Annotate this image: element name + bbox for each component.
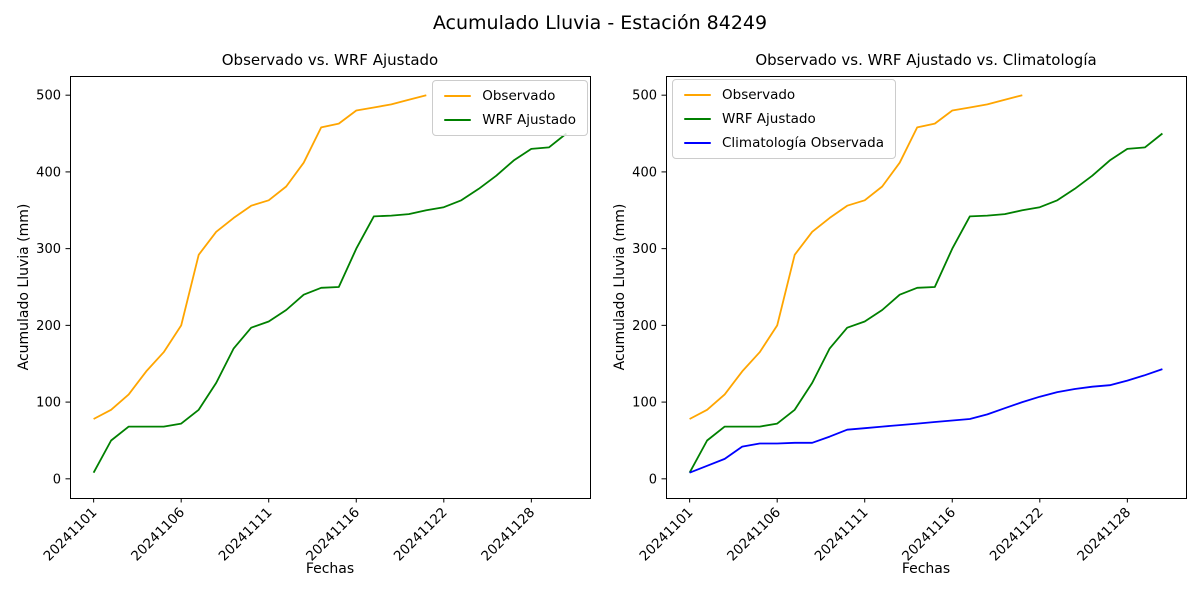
climatologia-line-swatch xyxy=(684,141,711,145)
x-tick-label: 20241128 xyxy=(1074,505,1134,565)
x-tick-label: 20241111 xyxy=(812,505,872,565)
right-subplot-title: Observado vs. WRF Ajustado vs. Climatolo… xyxy=(755,51,1097,69)
x-tick-label: 20241106 xyxy=(724,505,784,565)
right-x-axis-label: Fechas xyxy=(901,561,951,577)
left-y-axis-label: Acumulado Lluvia (mm) xyxy=(16,203,32,371)
legend-label-wrf-ajustado: WRF Ajustado xyxy=(722,111,816,127)
line-wrf-ajustado xyxy=(688,132,1163,474)
legend-label-observado: Observado xyxy=(482,88,556,104)
y-tick-label: 0 xyxy=(53,472,61,487)
y-tick-label: 0 xyxy=(649,472,657,487)
legend-entry: WRF Ajustado xyxy=(684,111,884,127)
y-tick-label: 400 xyxy=(632,165,657,180)
left-x-axis-label: Fechas xyxy=(305,561,355,577)
wrf-ajustado-line-swatch xyxy=(684,117,711,121)
y-tick-label: 500 xyxy=(632,89,657,104)
legend-entry: WRF Ajustado xyxy=(444,112,576,128)
observado-line-swatch xyxy=(684,93,711,97)
figure-title: Acumulado Lluvia - Estación 84249 xyxy=(432,12,768,34)
x-tick-label: 20241116 xyxy=(303,505,363,565)
legend-entry: Observado xyxy=(684,87,884,103)
y-tick-label: 300 xyxy=(632,242,657,257)
y-tick-label: 400 xyxy=(36,165,61,180)
legend-entry: Observado xyxy=(444,88,576,104)
legend-label-observado: Observado xyxy=(722,87,796,103)
x-tick-label: 20241106 xyxy=(128,505,188,565)
legend-entry: Climatología Observada xyxy=(684,135,884,151)
line-observado xyxy=(93,94,427,420)
x-tick-label: 20241101 xyxy=(41,505,101,565)
y-tick-label: 100 xyxy=(36,396,61,411)
y-tick-label: 100 xyxy=(632,396,657,411)
axes-spines xyxy=(666,76,1187,499)
left-axes: 0 100 200 300 400 500 20241101 20241106 20241111… xyxy=(36,76,591,565)
y-tick-label: 200 xyxy=(36,319,61,334)
axes-spines xyxy=(70,76,591,499)
y-tick-label: 300 xyxy=(36,242,61,257)
y-tick-label: 200 xyxy=(632,319,657,334)
line-climatolog-a-observada xyxy=(689,368,1163,474)
right-y-axis-label: Acumulado Lluvia (mm) xyxy=(612,203,628,371)
x-tick-label: 20241122 xyxy=(391,505,451,565)
x-tick-label: 20241111 xyxy=(216,505,276,565)
x-tick-label: 20241122 xyxy=(987,505,1047,565)
y-tick-label: 500 xyxy=(36,89,61,104)
left-legend: Observado WRF Ajustado xyxy=(432,80,588,136)
observado-line-swatch xyxy=(444,94,472,98)
x-tick-label: 20241128 xyxy=(478,505,538,565)
legend-label-climatologia: Climatología Observada xyxy=(722,135,884,151)
legend-label-wrf-ajustado: WRF Ajustado xyxy=(482,112,576,128)
x-tick-label: 20241116 xyxy=(899,505,959,565)
left-subplot-title: Observado vs. WRF Ajustado xyxy=(221,51,439,69)
x-tick-label: 20241101 xyxy=(637,505,697,565)
line-observado xyxy=(689,94,1023,420)
right-legend: Observado WRF Ajustado Climatología Obse… xyxy=(672,79,896,159)
wrf-ajustado-line-swatch xyxy=(444,118,472,122)
line-wrf-ajustado xyxy=(92,132,567,474)
